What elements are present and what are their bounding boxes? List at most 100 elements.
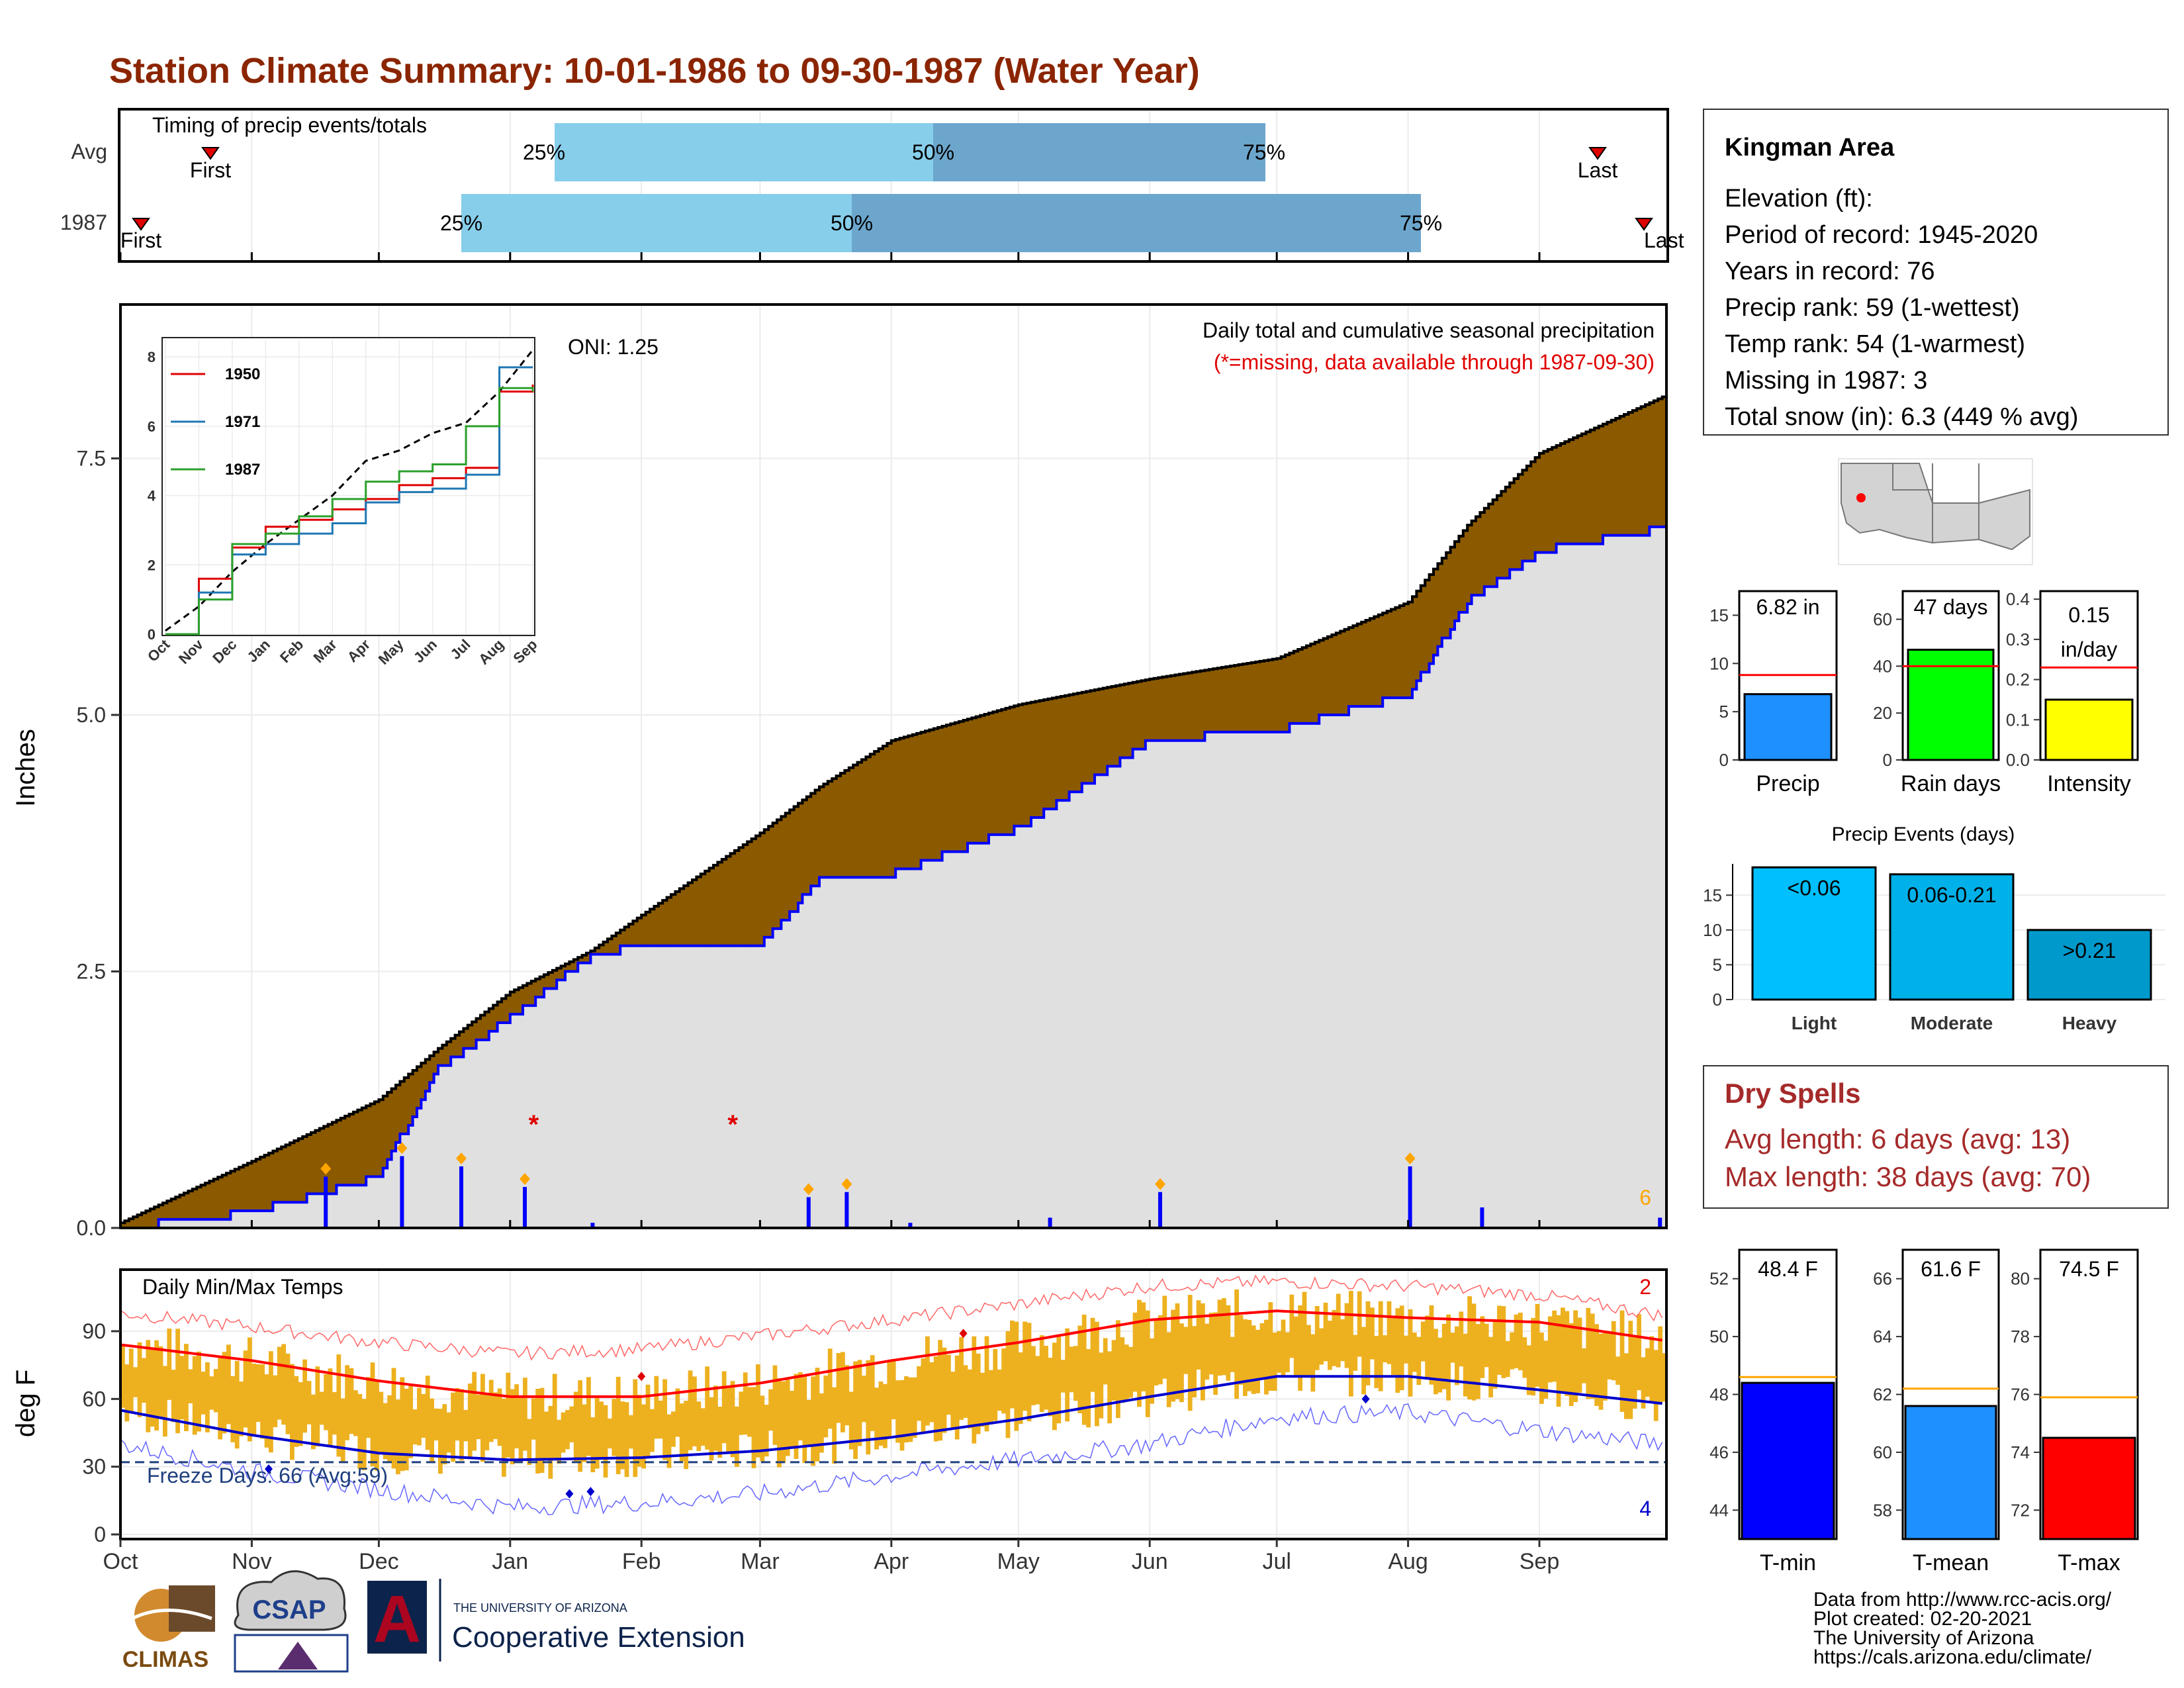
station-line-7: Total snow (in): 6.3 (449 % avg) [1725,403,2078,431]
deficit-fill [1150,679,1155,741]
daily-temp-bar [1522,1337,1527,1378]
deficit-fill [887,743,892,878]
deficit-fill [705,870,710,946]
deficit-fill [993,712,998,835]
daily-temp-bar [213,1369,218,1413]
mini-precip-y-tick: 5 [1719,702,1729,722]
deficit-fill [1450,547,1455,630]
deficit-fill [523,985,527,1006]
deficit-fill [963,720,968,852]
daily-temp-bar [1514,1314,1519,1369]
daily-temp-bar [383,1403,388,1460]
daily-temp-bar [510,1389,515,1465]
deficit-fill [1298,649,1303,724]
mini-temp-y-tick: 50 [1709,1327,1729,1346]
daily-temp-bar [747,1387,752,1437]
daily-temp-bar [404,1388,409,1471]
daily-temp-bar [345,1365,349,1440]
deficit-fill [1128,683,1134,758]
deficit-fill [641,915,647,946]
heavy-event-marker [396,1142,408,1154]
daily-temp-bar [179,1356,185,1420]
deficit-fill [1429,574,1434,664]
daily-temp-bar [260,1364,265,1439]
daily-temp-bar [324,1374,328,1430]
deficit-fill [336,1120,341,1186]
deficit-fill [311,1132,316,1194]
credit-line-4: https://cals.arizona.edu/climate/ [1813,1646,2092,1668]
daily-temp-bar [294,1376,299,1447]
deficit-fill [1154,678,1159,741]
freeze-days: Freeze Days: 66 (Avg:59) [147,1464,388,1487]
deficit-fill [1374,616,1379,707]
daily-temp-bar [412,1409,418,1445]
daily-temp-bar [709,1397,714,1461]
deficit-fill [1255,661,1261,732]
deficit-fill [1162,677,1167,741]
mini-temp-label: T-max [2058,1550,2120,1575]
deficit-fill [1535,457,1540,553]
deficit-fill [848,767,854,878]
deficit-fill [1408,602,1413,698]
deficit-fill [1145,680,1150,741]
precip-y-axis: 0.0 2.5 5.0 7.5 [77,447,1541,1240]
deficit-fill [1556,445,1561,544]
daily-temp-bar [1226,1305,1231,1381]
daily-temp-bar [912,1377,917,1438]
heavy-event-marker [841,1178,852,1190]
precip-frame [119,303,1668,1229]
daily-temp-bar [1637,1314,1641,1391]
daily-temp-bar [959,1336,964,1420]
daily-temp-bar [582,1404,587,1462]
station-line-3: Years in record: 76 [1725,258,1935,285]
deficit-fill [713,865,718,946]
deficit-fill [1349,628,1353,707]
deficit-fill [1577,436,1582,544]
deficit-fill [844,770,850,878]
deficit-fill [904,737,909,869]
daily-temp-bar [285,1353,291,1434]
daily-temp-bar [1476,1324,1480,1399]
mini-temp-y-tick: 66 [1873,1269,1892,1289]
daily-temp-bar [997,1369,1002,1411]
deficit-fill [696,876,702,946]
deficit-fill [285,1145,291,1203]
daily-temp-bar [942,1347,947,1433]
deficit-fill [243,1165,248,1211]
daily-temp-bar [1370,1307,1375,1360]
ua-name: THE UNIVERSITY OF ARIZONA [453,1601,627,1615]
temp-y-tick: 60 [82,1387,106,1411]
daily-temp-bar [1077,1325,1083,1413]
events-bar-text: >0.21 [2063,939,2116,962]
inset-series-1987 [165,387,534,635]
daily-temp-bar [328,1368,333,1448]
daily-temp-bar [184,1344,189,1432]
credit-line-1: Data from http://www.rcc-acis.org/ [1813,1589,2112,1611]
daily-temp-bar [1056,1335,1062,1424]
deficit-fill [645,912,651,946]
daily-temp-bar [1594,1324,1599,1406]
inset-y-tick: 8 [148,349,156,365]
record-marker [959,1329,968,1338]
deficit-fill [1573,438,1578,544]
deficit-fill [514,990,520,1015]
daily-temp-bar [1463,1333,1468,1397]
daily-temp-bar [815,1368,820,1462]
mini-precip-value-unit: in/day [2061,637,2117,661]
deficit-fill [1607,422,1612,536]
deficit-fill [205,1183,210,1220]
daily-temp-bar [142,1358,146,1403]
yr-iqr-low [461,194,854,252]
deficit-fill [883,745,887,878]
yr-iqr-high [852,194,1421,252]
credit-line-2: Plot created: 02-20-2021 [1813,1608,2032,1630]
daily-temp-bar [1590,1313,1595,1399]
deficit-fill [1476,516,1480,596]
deficit-fill [248,1163,252,1211]
deficit-fill [968,719,972,843]
deficit-fill [264,1154,269,1211]
deficit-fill [878,749,884,878]
deficit-fill [1598,426,1604,544]
daily-temp-bar [950,1372,956,1429]
